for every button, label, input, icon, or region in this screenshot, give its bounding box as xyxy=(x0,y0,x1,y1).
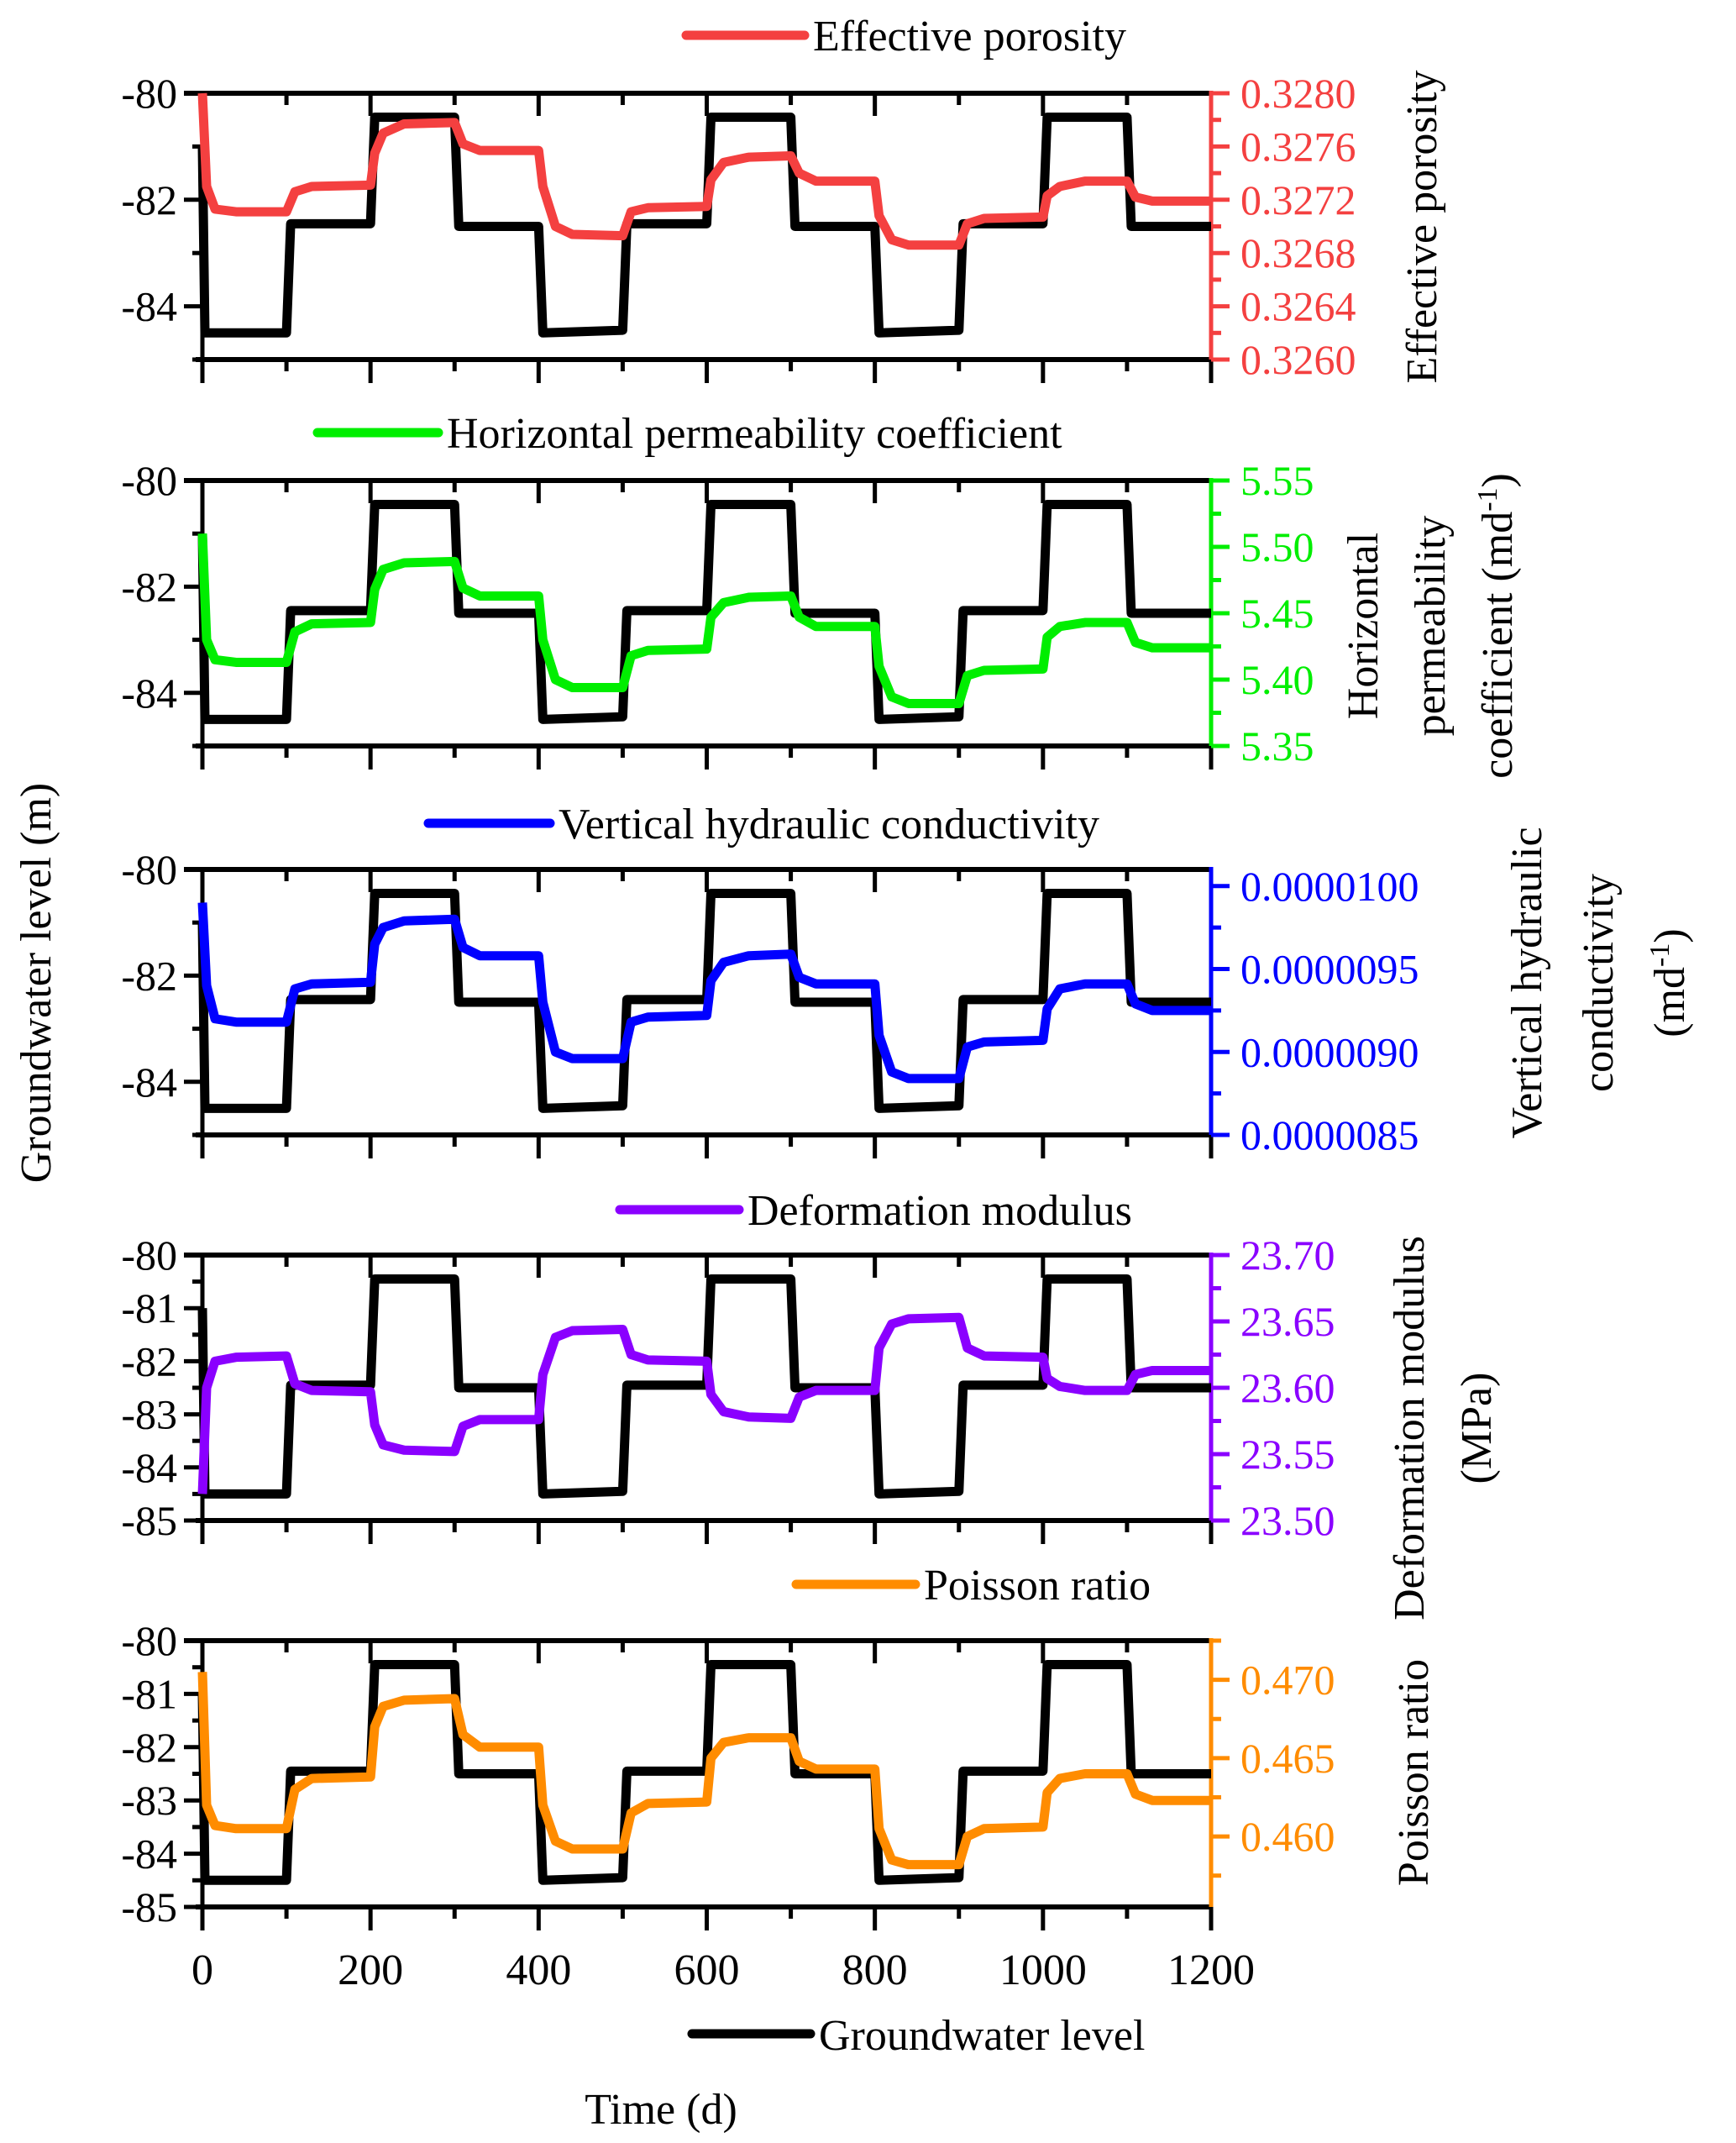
left-y-tick-label: -80 xyxy=(121,1232,177,1279)
right-y-tick-label: 5.50 xyxy=(1240,523,1314,570)
left-y-tick-label: -82 xyxy=(121,1337,177,1384)
left-y-tick-label: -85 xyxy=(121,1497,177,1544)
left-y-tick-label: -80 xyxy=(121,1617,177,1664)
x-tick-label: 0 xyxy=(191,1946,213,1994)
legend-label: Horizontal permeability coefficient xyxy=(447,410,1062,458)
right-y-tick-label: 5.55 xyxy=(1240,457,1314,504)
right-axis-title: Horizontal xyxy=(1340,533,1387,719)
right-axis-title: conductivity xyxy=(1575,874,1623,1092)
left-y-tick-label: -82 xyxy=(121,952,177,999)
right-y-tick-label: 0.0000085 xyxy=(1240,1111,1419,1158)
x-tick-label: 400 xyxy=(506,1946,571,1994)
left-y-tick-label: -83 xyxy=(121,1391,177,1438)
right-y-tick-label: 0.3268 xyxy=(1240,229,1356,276)
left-y-tick-label: -80 xyxy=(121,457,177,504)
right-axis-title: Effective porosity xyxy=(1398,70,1446,383)
panel-4: -80 -81 -82 -83 -84 -85 23.70 23.65 23.60 23.55 23… xyxy=(121,1187,1501,1620)
right-axis-title: coefficient (md-1) xyxy=(1472,473,1522,779)
right-y-tick-label: 23.65 xyxy=(1240,1298,1335,1345)
parameter-line xyxy=(197,1672,1211,1870)
right-y-tick-label: 0.0000100 xyxy=(1240,863,1419,910)
right-y-tick-label: 23.55 xyxy=(1240,1431,1335,1478)
right-y-tick-label: 0.3264 xyxy=(1240,283,1356,330)
right-y-tick-label: 0.465 xyxy=(1240,1735,1335,1782)
right-axis-title: Poisson ratio xyxy=(1390,1659,1438,1886)
x-tick-label: 1000 xyxy=(999,1946,1087,1994)
left-y-tick-label: -81 xyxy=(121,1670,177,1717)
right-y-tick-label: 0.3272 xyxy=(1240,176,1356,223)
x-axis-title: Time (d) xyxy=(585,2086,737,2134)
left-y-tick-label: -82 xyxy=(121,1724,177,1771)
right-y-tick-label: 5.45 xyxy=(1240,590,1314,637)
parameter-line xyxy=(197,1312,1211,1494)
left-y-tick-label: -85 xyxy=(121,1883,177,1930)
legend-label: Vertical hydraulic conductivity xyxy=(559,801,1099,848)
left-y-tick-label: -80 xyxy=(121,70,177,117)
right-y-tick-label: 23.50 xyxy=(1240,1497,1335,1544)
bottom-legend-label: Groundwater level xyxy=(819,2012,1145,2060)
right-y-tick-label: 0.3276 xyxy=(1240,123,1356,170)
panel-5: -80 -81 -82 -83 -84 -85 0.470 0.465 0.460 Poisson… xyxy=(121,1562,1438,1994)
groundwater-line xyxy=(197,113,1211,338)
right-axis-title: Vertical hydraulic xyxy=(1503,827,1551,1138)
left-y-tick-label: -82 xyxy=(121,563,177,610)
right-axis-title: (md-1) xyxy=(1644,928,1694,1037)
panels-group: -80 -82 -84 0.3280 0.3276 0.3272 0.3268 0.3264 0… xyxy=(121,13,1694,1994)
parameter-line xyxy=(197,902,1211,1084)
left-y-tick-label: -84 xyxy=(121,283,177,330)
left-y-tick-label: -84 xyxy=(121,670,177,717)
panel-1: -80 -82 -84 0.3280 0.3276 0.3272 0.3268 0.3264 0… xyxy=(121,13,1446,384)
x-tick-label: 1200 xyxy=(1167,1946,1255,1994)
left-y-tick-label: -81 xyxy=(121,1284,177,1331)
parameter-line xyxy=(197,533,1211,708)
right-axis-title: Deformation modulus xyxy=(1386,1236,1434,1620)
x-tick-label: 600 xyxy=(674,1946,740,1994)
right-y-tick-label: 0.0000090 xyxy=(1240,1028,1419,1075)
x-tick-label: 200 xyxy=(338,1946,403,1994)
legend-label: Poisson ratio xyxy=(924,1562,1151,1610)
right-y-tick-label: 0.460 xyxy=(1240,1813,1335,1860)
left-y-tick-label: -84 xyxy=(121,1830,177,1878)
legend-label: Deformation modulus xyxy=(747,1187,1132,1235)
right-y-tick-label: 0.470 xyxy=(1240,1657,1335,1704)
panel-2: -80 -82 -84 5.55 5.50 5.45 5.40 5.35 Horizontal … xyxy=(121,410,1522,779)
right-axis-title: permeability xyxy=(1407,516,1455,737)
right-y-tick-label: 0.3280 xyxy=(1240,70,1356,117)
right-y-tick-label: 23.70 xyxy=(1240,1232,1335,1279)
left-y-tick-label: -83 xyxy=(121,1777,177,1824)
parameter-line xyxy=(197,92,1211,250)
right-axis-title: (MPa) xyxy=(1453,1373,1501,1484)
left-y-tick-label: -80 xyxy=(121,846,177,893)
x-tick-label: 800 xyxy=(842,1946,908,1994)
panel-3: -80 -82 -84 0.0000100 0.0000095 0.0000090 0.00… xyxy=(121,801,1694,1158)
groundwater-line xyxy=(197,499,1211,724)
y-axis-title-left: Groundwater level (m) xyxy=(13,783,60,1183)
right-y-tick-label: 0.0000095 xyxy=(1240,946,1419,993)
right-y-tick-label: 5.40 xyxy=(1240,656,1314,703)
left-y-tick-label: -84 xyxy=(121,1058,177,1106)
left-y-tick-label: -84 xyxy=(121,1444,177,1491)
legend-label: Effective porosity xyxy=(813,13,1126,60)
left-y-tick-label: -82 xyxy=(121,176,177,223)
right-y-tick-label: 5.35 xyxy=(1240,722,1314,769)
right-y-tick-label: 0.3260 xyxy=(1240,336,1356,383)
right-y-tick-label: 23.60 xyxy=(1240,1364,1335,1411)
